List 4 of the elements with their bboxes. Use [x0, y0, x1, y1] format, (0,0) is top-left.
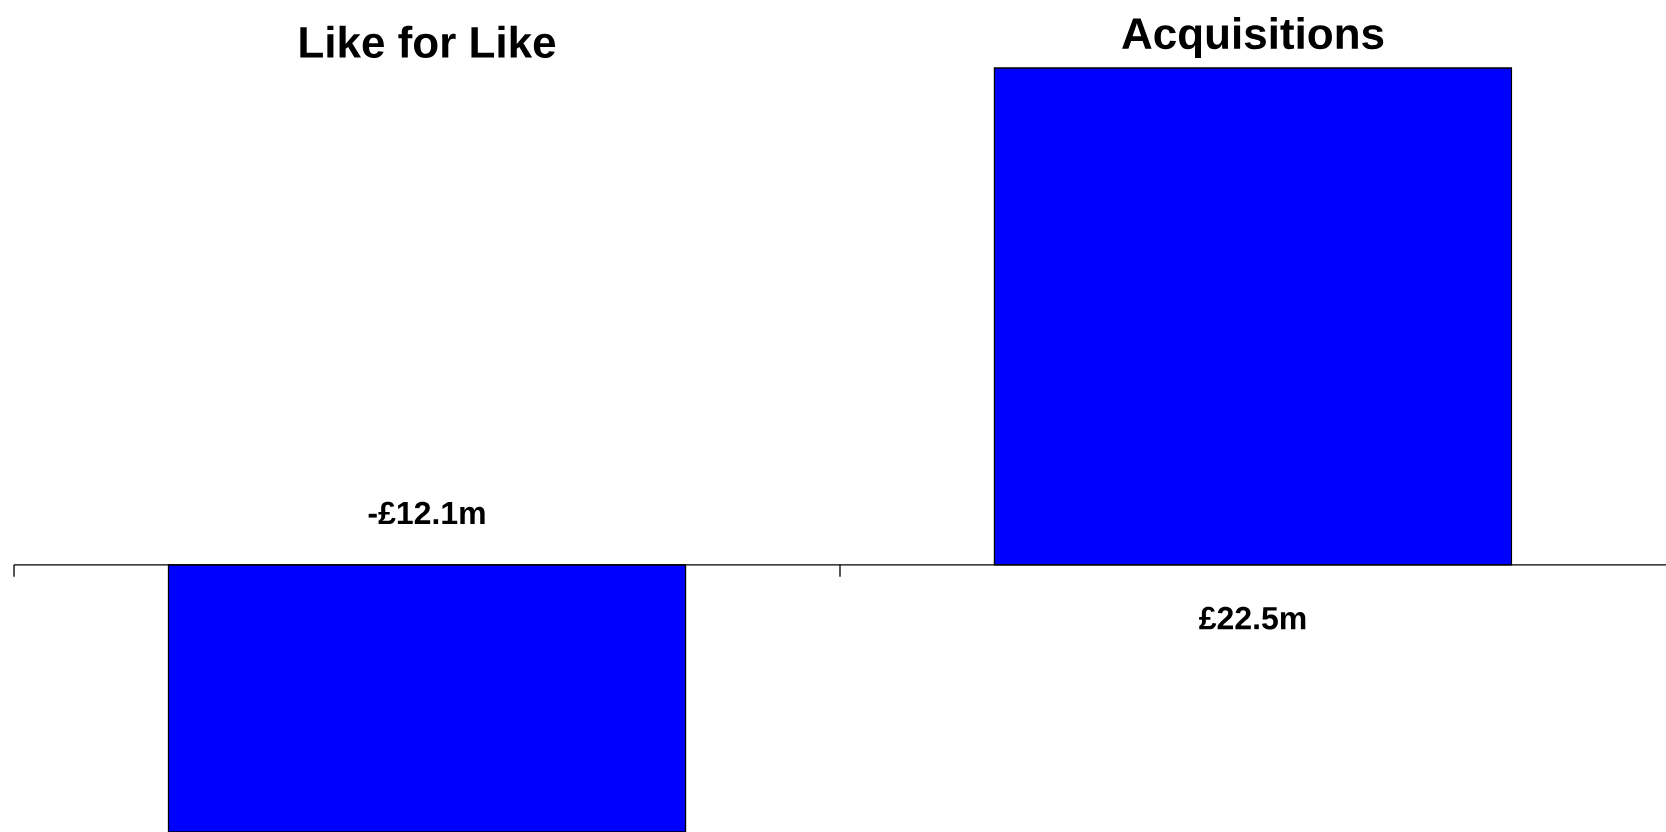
- x-tick-label: Like for Like: [300, 25, 556, 58]
- data-label: £22.5m: [1199, 606, 1306, 630]
- data-label: -£12.1m: [368, 501, 485, 524]
- x-tick-label: Acquisitions: [1122, 16, 1384, 58]
